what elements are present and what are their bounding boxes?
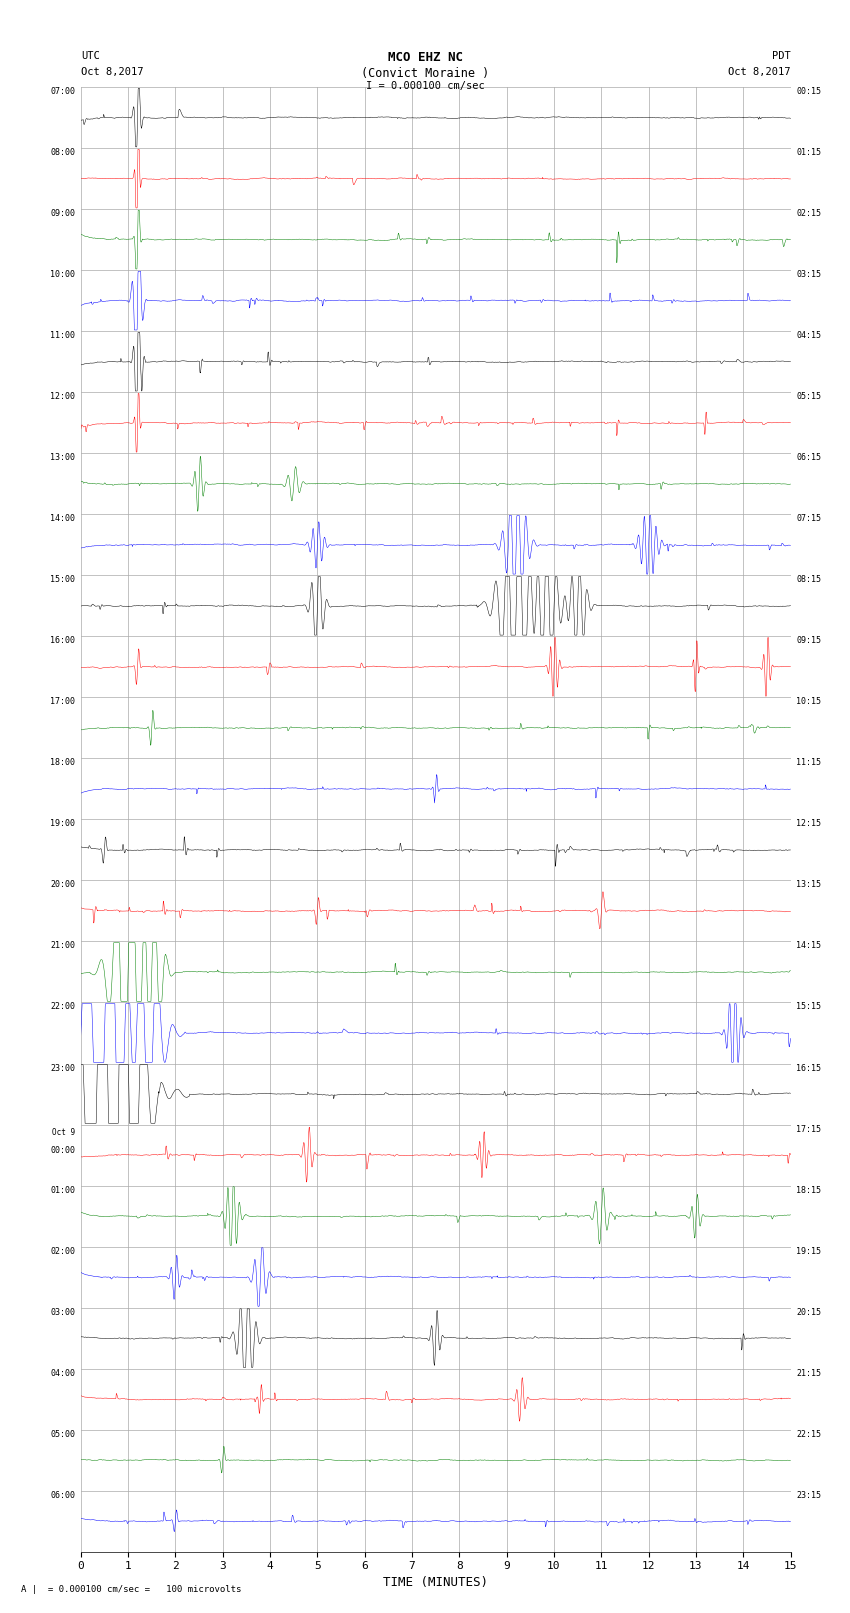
Text: 09:15: 09:15 [796, 637, 821, 645]
Text: 21:00: 21:00 [50, 942, 75, 950]
Text: 06:15: 06:15 [796, 453, 821, 463]
Text: 18:15: 18:15 [796, 1186, 821, 1195]
Text: 07:15: 07:15 [796, 515, 821, 523]
Text: 15:15: 15:15 [796, 1003, 821, 1011]
Text: Oct 8,2017: Oct 8,2017 [81, 66, 144, 77]
Text: 10:15: 10:15 [796, 697, 821, 706]
Text: 11:15: 11:15 [796, 758, 821, 768]
Text: 22:15: 22:15 [796, 1429, 821, 1439]
Text: 22:00: 22:00 [50, 1003, 75, 1011]
Text: 02:00: 02:00 [50, 1247, 75, 1255]
Text: 07:00: 07:00 [50, 87, 75, 97]
Text: 16:00: 16:00 [50, 637, 75, 645]
Text: (Convict Moraine ): (Convict Moraine ) [361, 66, 489, 81]
Text: 21:15: 21:15 [796, 1368, 821, 1378]
Text: 12:00: 12:00 [50, 392, 75, 402]
Text: 14:00: 14:00 [50, 515, 75, 523]
Text: 03:00: 03:00 [50, 1308, 75, 1316]
Text: 04:15: 04:15 [796, 331, 821, 340]
Text: PDT: PDT [772, 50, 791, 61]
Text: 13:00: 13:00 [50, 453, 75, 463]
Text: 13:15: 13:15 [796, 881, 821, 889]
Text: 01:00: 01:00 [50, 1186, 75, 1195]
X-axis label: TIME (MINUTES): TIME (MINUTES) [383, 1576, 488, 1589]
Text: 18:00: 18:00 [50, 758, 75, 768]
Text: 10:00: 10:00 [50, 271, 75, 279]
Text: Oct 8,2017: Oct 8,2017 [728, 66, 791, 77]
Text: 02:15: 02:15 [796, 210, 821, 218]
Text: 17:15: 17:15 [796, 1124, 821, 1134]
Text: 08:15: 08:15 [796, 576, 821, 584]
Text: I = 0.000100 cm/sec: I = 0.000100 cm/sec [366, 82, 484, 92]
Text: 20:00: 20:00 [50, 881, 75, 889]
Text: 05:15: 05:15 [796, 392, 821, 402]
Text: 19:00: 19:00 [50, 819, 75, 829]
Text: 23:00: 23:00 [50, 1063, 75, 1073]
Text: 06:00: 06:00 [50, 1490, 75, 1500]
Text: 14:15: 14:15 [796, 942, 821, 950]
Text: 17:00: 17:00 [50, 697, 75, 706]
Text: Oct 9: Oct 9 [52, 1127, 75, 1137]
Text: UTC: UTC [81, 50, 99, 61]
Text: 03:15: 03:15 [796, 271, 821, 279]
Text: 23:15: 23:15 [796, 1490, 821, 1500]
Text: 08:00: 08:00 [50, 148, 75, 156]
Text: MCO EHZ NC: MCO EHZ NC [388, 50, 462, 65]
Text: 00:15: 00:15 [796, 87, 821, 97]
Text: 05:00: 05:00 [50, 1429, 75, 1439]
Text: 15:00: 15:00 [50, 576, 75, 584]
Text: 09:00: 09:00 [50, 210, 75, 218]
Text: 12:15: 12:15 [796, 819, 821, 829]
Text: 20:15: 20:15 [796, 1308, 821, 1316]
Text: 19:15: 19:15 [796, 1247, 821, 1255]
Text: 01:15: 01:15 [796, 148, 821, 156]
Text: 00:00: 00:00 [50, 1145, 75, 1155]
Text: A |  = 0.000100 cm/sec =   100 microvolts: A | = 0.000100 cm/sec = 100 microvolts [21, 1584, 241, 1594]
Text: 16:15: 16:15 [796, 1063, 821, 1073]
Text: 04:00: 04:00 [50, 1368, 75, 1378]
Text: 11:00: 11:00 [50, 331, 75, 340]
